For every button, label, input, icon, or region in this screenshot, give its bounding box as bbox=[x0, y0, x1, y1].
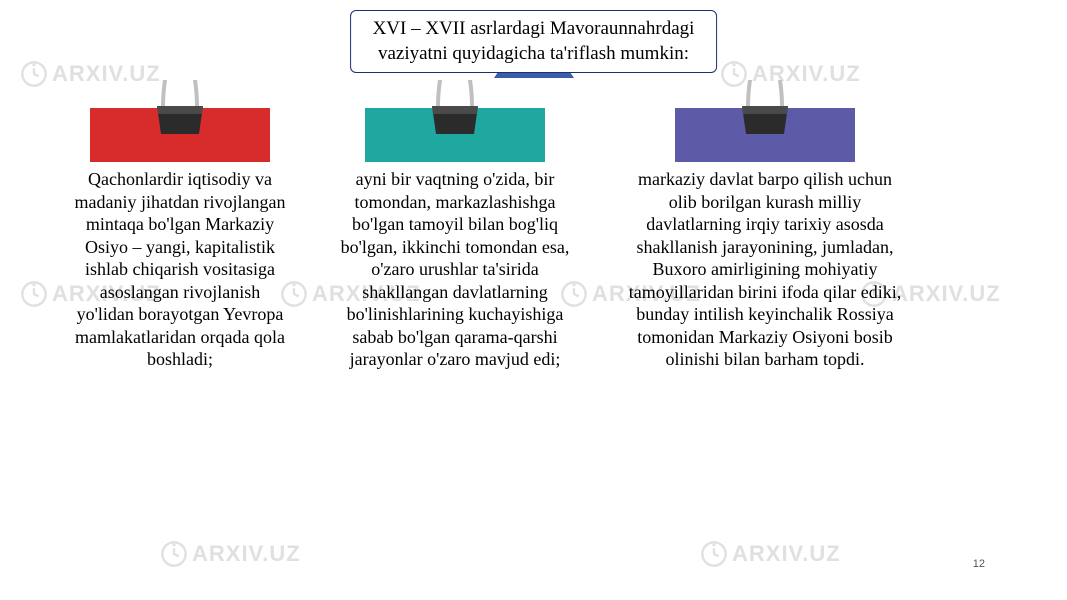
header-box: XVI – XVII asrlardagi Mavoraunnahrdagi v… bbox=[350, 10, 718, 73]
column-3-text: markaziy davlat barpo qilish uchun olib … bbox=[625, 168, 905, 371]
header-line-2: vaziyatni quyidagicha ta'riflash mumkin: bbox=[373, 42, 695, 67]
color-block-purple bbox=[675, 108, 855, 162]
column-1: Qachonlardir iqtisodiy va madaniy jihatd… bbox=[70, 108, 290, 371]
header-line-1: XVI – XVII asrlardagi Mavoraunnahrdagi bbox=[373, 17, 695, 42]
binder-clip-icon bbox=[422, 80, 488, 154]
page-number: 12 bbox=[973, 558, 985, 570]
binder-clip-icon bbox=[732, 80, 798, 154]
watermark: ARXIV.UZ bbox=[700, 540, 841, 568]
watermark: ARXIV.UZ bbox=[20, 60, 161, 88]
column-3: markaziy davlat barpo qilish uchun olib … bbox=[625, 108, 905, 371]
column-2: ayni bir vaqtning o'zida, bir tomondan, … bbox=[335, 108, 575, 371]
watermark: ARXIV.UZ bbox=[160, 540, 301, 568]
column-1-text: Qachonlardir iqtisodiy va madaniy jihatd… bbox=[70, 168, 290, 371]
color-block-red bbox=[90, 108, 270, 162]
color-block-teal bbox=[365, 108, 545, 162]
column-2-text: ayni bir vaqtning o'zida, bir tomondan, … bbox=[335, 168, 575, 371]
binder-clip-icon bbox=[147, 80, 213, 154]
